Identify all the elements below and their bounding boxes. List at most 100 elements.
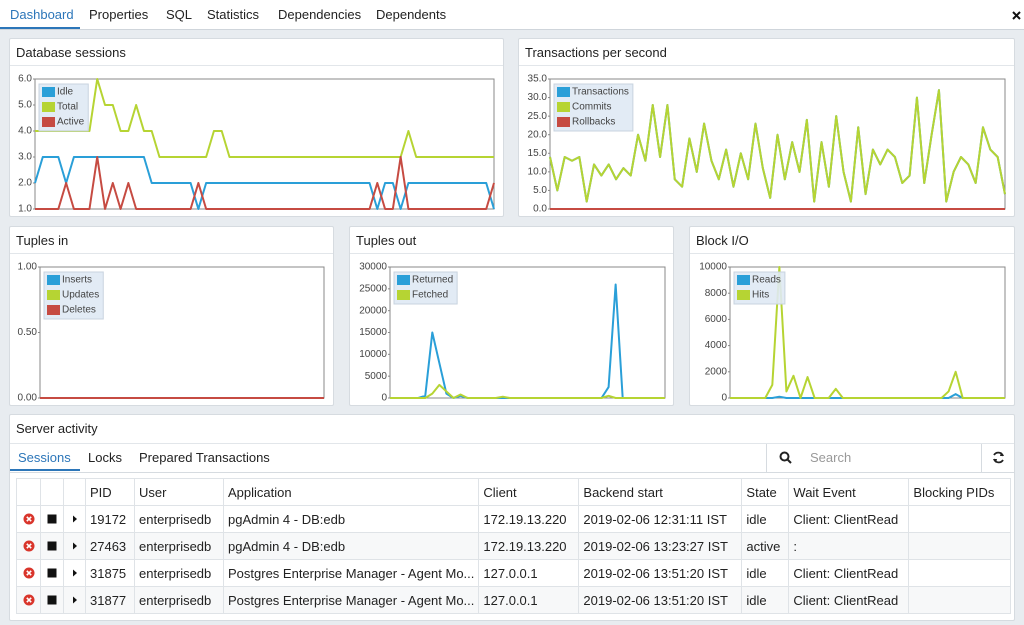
cell [16, 559, 41, 587]
refresh-button[interactable] [992, 451, 1005, 464]
expand-button[interactable] [69, 594, 81, 606]
cell: Client: ClientRead [788, 586, 910, 614]
tab[interactable]: Dependents [376, 7, 447, 22]
cell: idle [741, 559, 790, 587]
cancel-button[interactable] [46, 513, 58, 525]
cell [40, 559, 64, 587]
cell: enterprisedb [134, 505, 224, 533]
cell: idle [741, 505, 790, 533]
cell [63, 532, 86, 560]
cell: : [788, 532, 910, 560]
sessions-table: PID User Application Client Backend start Sta… [16, 478, 1012, 614]
sub-tab-bar: Sessions Locks Prepared Transactions Sea… [10, 443, 1014, 473]
column-header: Wait Event [788, 478, 910, 506]
tab[interactable]: Dependencies [278, 7, 362, 22]
cancel-button[interactable] [46, 540, 58, 552]
cell [40, 505, 64, 533]
sub-tab[interactable]: Locks [88, 450, 122, 465]
column-header: Application [222, 478, 480, 506]
header-cell [63, 478, 86, 506]
expand-button[interactable] [69, 540, 81, 552]
terminate-button[interactable] [23, 594, 35, 606]
search-input[interactable]: Search [810, 450, 852, 465]
cell: 172.19.13.220 [478, 532, 580, 560]
cell: 2019-02-06 13:51:20 IST [578, 559, 743, 587]
active-tab-indicator [10, 469, 80, 471]
cell: Client: ClientRead [788, 505, 910, 533]
tab[interactable]: Statistics [207, 7, 260, 22]
cell: pgAdmin 4 - DB:edb [222, 532, 480, 560]
cell: 2019-02-06 12:31:11 IST [578, 505, 743, 533]
session-row: 31875 enterprisedb Postgres Enterprise Man… [16, 559, 1012, 587]
cell [908, 532, 1012, 560]
cell [63, 586, 86, 614]
session-row: 27463 enterprisedb pgAdmin 4 - DB:edb 172.1… [16, 532, 1012, 560]
server-activity-panel: Server activity Sessions Locks Prepared … [9, 414, 1015, 621]
cell: idle [741, 586, 790, 614]
cell: enterprisedb [134, 559, 224, 587]
tab[interactable]: SQL [166, 7, 193, 22]
panel-title: Tuples out [356, 233, 417, 248]
cell: 172.19.13.220 [478, 505, 580, 533]
cell: Postgres Enterprise Manager - Agent Mo..… [222, 559, 480, 587]
search-icon [779, 451, 792, 464]
cell [908, 505, 1012, 533]
cell [16, 505, 41, 533]
panel-title: Server activity [16, 421, 98, 436]
terminate-button[interactable] [23, 567, 35, 579]
cell [16, 586, 41, 614]
chart-panel: Transactions per second [518, 38, 1015, 217]
expand-button[interactable] [69, 567, 81, 579]
column-header: Backend start [578, 478, 743, 506]
active-tab-indicator [0, 27, 80, 29]
close-button[interactable] [1012, 11, 1021, 20]
panel-title: Database sessions [16, 45, 126, 60]
cell [908, 586, 1012, 614]
session-row: 19172 enterprisedb pgAdmin 4 - DB:edb 172.1… [16, 505, 1012, 533]
column-header: Blocking PIDs [908, 478, 1012, 506]
cell: 31877 [85, 586, 135, 614]
cell: 2019-02-06 13:23:27 IST [578, 532, 743, 560]
column-header: PID [85, 478, 135, 506]
cell [16, 532, 41, 560]
cell: 19172 [85, 505, 135, 533]
tab[interactable]: Dashboard [10, 7, 74, 22]
cell: 2019-02-06 13:51:20 IST [578, 586, 743, 614]
tab[interactable]: Properties [89, 7, 149, 22]
cell: enterprisedb [134, 586, 224, 614]
sub-tab[interactable]: Sessions [18, 450, 71, 465]
cancel-button[interactable] [46, 567, 58, 579]
expand-button[interactable] [69, 513, 81, 525]
panel-title: Transactions per second [525, 45, 667, 60]
cell: 127.0.0.1 [478, 559, 580, 587]
terminate-button[interactable] [23, 513, 35, 525]
cell: enterprisedb [134, 532, 224, 560]
session-row: 31877 enterprisedb Postgres Enterprise Man… [16, 586, 1012, 614]
cell: 31875 [85, 559, 135, 587]
cell: 127.0.0.1 [478, 586, 580, 614]
chart-panel: Tuples in [9, 226, 334, 406]
chart-panel: Block I/O [689, 226, 1015, 406]
cell [40, 586, 64, 614]
cell [908, 559, 1012, 587]
terminate-button[interactable] [23, 540, 35, 552]
sub-tab[interactable]: Prepared Transactions [139, 450, 270, 465]
cell [63, 559, 86, 587]
cell [63, 505, 86, 533]
panel-title: Block I/O [696, 233, 749, 248]
cell [40, 532, 64, 560]
column-header: State [741, 478, 790, 506]
header-row: PID User Application Client Backend start Sta… [16, 478, 1012, 506]
header-cell [40, 478, 64, 506]
cancel-button[interactable] [46, 594, 58, 606]
panel-title: Tuples in [16, 233, 69, 248]
cell: pgAdmin 4 - DB:edb [222, 505, 480, 533]
header-cell [16, 478, 41, 506]
column-header: User [134, 478, 224, 506]
column-header: Client [478, 478, 580, 506]
chart-panel: Tuples out [349, 226, 674, 406]
tab-bar: Dashboard Properties SQL Statistics Depe… [0, 0, 1024, 30]
cell: Client: ClientRead [788, 559, 910, 587]
cell: 27463 [85, 532, 135, 560]
